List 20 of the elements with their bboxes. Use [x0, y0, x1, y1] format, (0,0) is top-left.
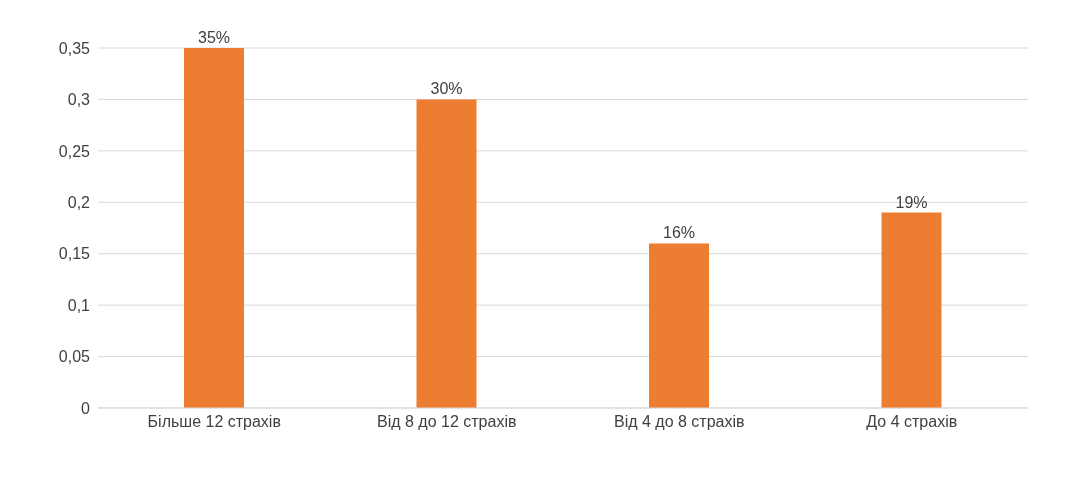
y-tick-label: 0,25	[58, 142, 91, 160]
bar	[416, 99, 477, 408]
y-tick-label: 0,2	[67, 193, 91, 211]
bar	[184, 48, 244, 408]
y-tick-label: 0,15	[58, 245, 91, 263]
data-label: 16%	[662, 224, 696, 242]
x-tick-label: Від 8 до 12 страхів	[377, 413, 517, 431]
y-tick-label: 0,1	[67, 296, 91, 314]
y-tick-label: 0,05	[58, 348, 91, 366]
y-tick-label: 0,3	[67, 91, 91, 109]
bar	[649, 243, 709, 408]
data-label: 35%	[197, 29, 231, 46]
y-tick-label: 0	[81, 399, 91, 417]
x-tick-label: Більше 12 страхів	[147, 413, 281, 431]
data-label: 30%	[430, 80, 463, 98]
x-tick-label: Від 4 до 8 страхів	[613, 413, 745, 431]
bar	[881, 212, 942, 408]
y-tick-label: 0,35	[58, 39, 91, 57]
x-tick-label: До 4 страхів	[866, 413, 958, 431]
data-label: 19%	[895, 193, 928, 211]
